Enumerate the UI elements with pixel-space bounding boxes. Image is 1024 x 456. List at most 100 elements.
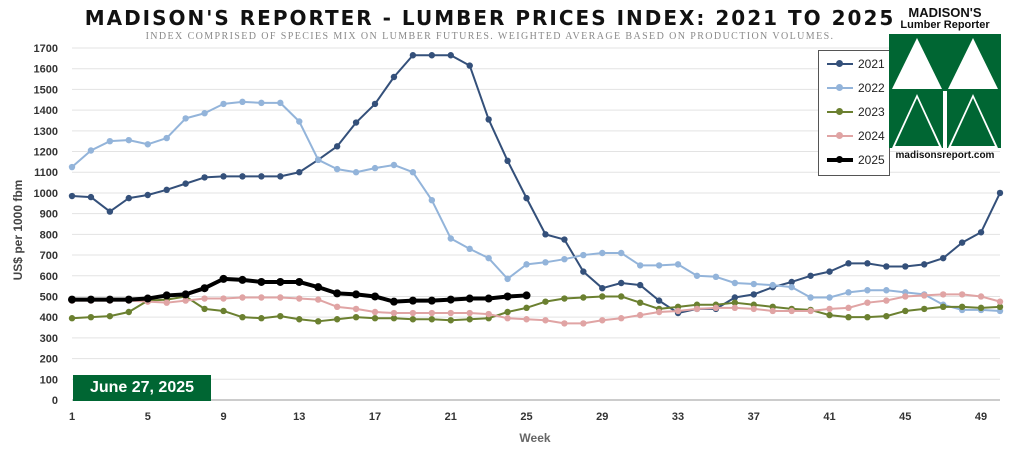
data-point-2025 [522,291,531,300]
data-point-2022 [296,118,303,125]
data-point-2023 [390,315,398,322]
x-tick-label: 41 [823,411,835,423]
data-point-2025 [389,297,398,306]
legend-label: 2023 [858,105,885,119]
y-tick-label: 1400 [34,105,58,117]
data-point-2025 [371,292,380,301]
data-point-2021 [618,279,625,287]
data-point-2022 [807,294,814,301]
y-tick-label: 900 [40,209,58,221]
data-point-2023 [106,312,114,320]
data-point-2025 [427,296,436,305]
data-point-2023 [296,316,303,323]
y-tick-label: 1000 [34,188,58,200]
x-axis-label: Week [519,431,550,445]
y-tick-label: 1200 [34,147,58,159]
data-point-2022 [371,164,379,172]
data-series [68,52,1004,327]
series-2021 [68,52,1004,317]
data-point-2022 [731,279,739,287]
legend-item-2021: 2021 [825,55,887,73]
data-point-2023 [996,303,1004,311]
x-tick-label: 37 [748,411,760,423]
data-point-2023 [561,295,568,302]
x-tick-label: 45 [899,411,911,423]
data-point-2023 [939,303,947,311]
gridlines [72,47,1000,380]
data-point-2022 [523,261,530,268]
y-axis-label: US$ per 1000 fbm [11,180,25,281]
data-point-2024 [296,295,303,302]
data-point-2021 [182,180,189,187]
data-point-2025 [200,284,209,293]
data-point-2024 [466,309,473,317]
data-point-2024 [750,305,757,313]
data-point-2024 [485,310,492,318]
data-point-2021 [409,52,417,59]
data-point-2024 [182,297,189,304]
data-point-2021 [599,284,606,292]
data-point-2025 [465,294,474,303]
x-tick-label: 9 [220,411,226,423]
data-point-2024 [239,294,246,301]
data-point-2021 [371,100,379,108]
data-point-2022 [220,100,227,108]
data-point-2022 [845,289,852,296]
legend-label: 2022 [858,81,885,95]
data-point-2021 [428,52,436,59]
data-point-2022 [277,99,284,107]
data-point-2022 [428,196,436,204]
legend-marker [836,84,843,91]
data-point-2021 [466,62,473,69]
legend-marker [836,156,843,163]
data-point-2023 [731,299,739,306]
data-point-2023 [864,313,871,321]
data-point-2024 [845,304,852,312]
data-point-2021 [523,194,530,202]
data-point-2023 [409,316,417,323]
data-point-2024 [561,320,568,327]
data-point-2025 [503,292,512,301]
data-point-2025 [408,296,417,305]
data-point-2024 [428,309,436,317]
series-2022 [68,98,1004,315]
data-point-2021 [580,268,587,275]
data-point-2022 [239,98,246,106]
data-point-2022 [333,165,341,173]
data-point-2021 [939,254,947,262]
data-point-2023 [428,316,436,323]
x-tick-labels: 1 5 9 13 17 21 25 29 33 37 41 45 49 [69,411,987,423]
data-point-2022 [447,235,454,242]
data-point-2024 [258,294,265,301]
data-point-2022 [599,249,606,257]
data-point-2022 [864,287,871,294]
data-point-2024 [958,291,966,298]
y-tick-label: 1500 [34,84,58,96]
data-point-2023 [466,316,473,323]
data-point-2025 [105,295,114,304]
data-point-2024 [390,309,398,317]
data-point-2022 [826,294,833,301]
y-tick-label: 500 [40,291,58,303]
data-point-2024 [504,315,511,322]
chart-title: MADISON'S REPORTER - LUMBER PRICES INDEX… [84,6,896,30]
data-point-2024 [277,294,284,301]
legend-item-2025: 2025 [825,151,887,169]
data-point-2024 [939,291,947,298]
data-point-2023 [371,315,379,322]
x-tick-label: 25 [520,411,532,423]
logo-tagline: Lumber Reporter [900,19,990,31]
data-point-2021 [996,189,1004,197]
data-point-2021 [220,173,227,180]
data-point-2022 [390,161,398,169]
data-point-2022 [182,115,189,122]
data-point-2025 [124,295,133,304]
data-point-2023 [826,311,833,319]
data-point-2021 [561,236,568,243]
chart-legend: 2021 2022 2023 2024 2025 [818,50,890,176]
y-tick-label: 1600 [34,64,58,76]
data-point-2024 [807,307,814,315]
data-point-2022 [466,245,473,253]
data-point-2021 [655,297,663,304]
x-tick-label: 1 [69,411,75,423]
